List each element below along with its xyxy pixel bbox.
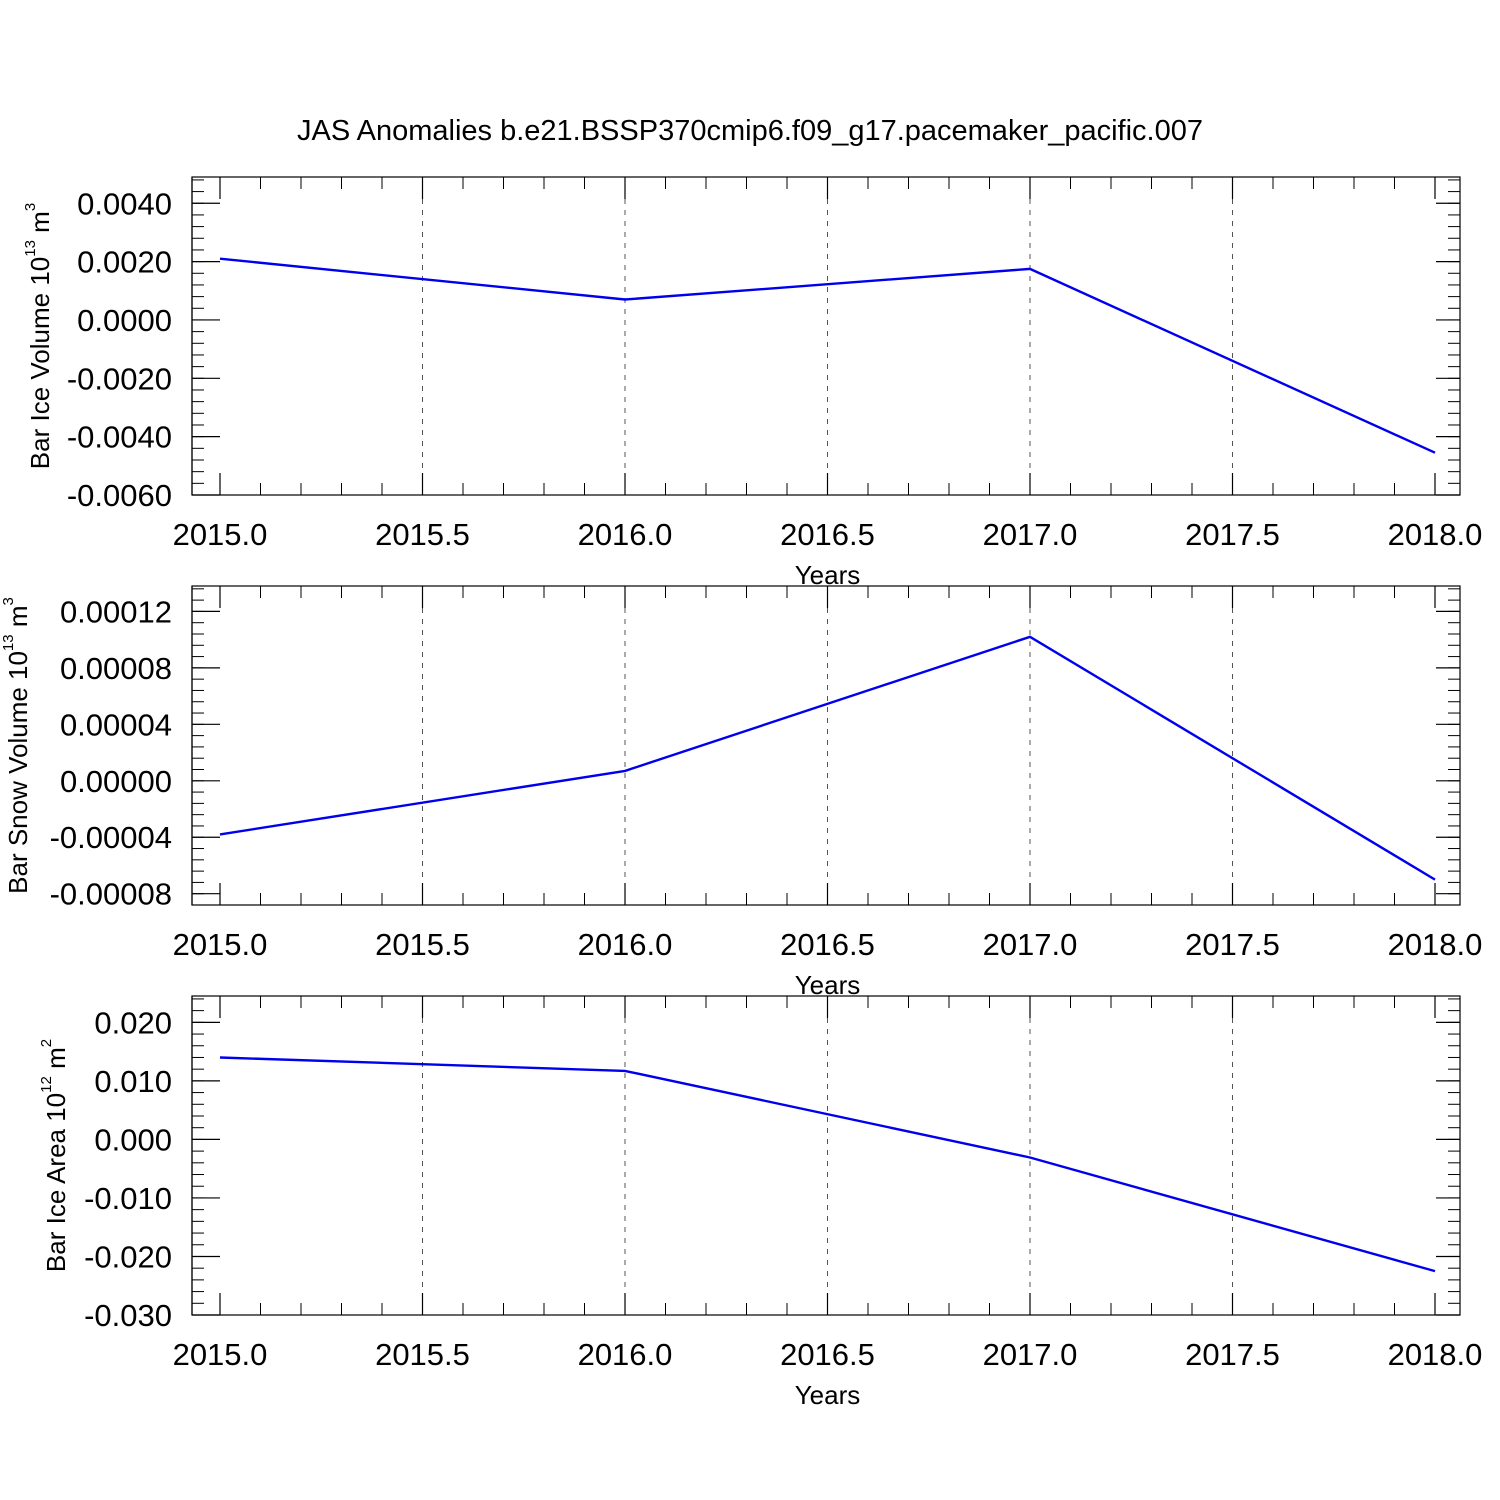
figure-title: JAS Anomalies b.e21.BSSP370cmip6.f09_g17… bbox=[297, 115, 1203, 147]
x-tick-label: 2016.0 bbox=[578, 517, 673, 552]
x-axis-label: Years bbox=[795, 970, 861, 1000]
x-tick-label: 2015.0 bbox=[173, 517, 268, 552]
x-tick-label: 2017.5 bbox=[1185, 517, 1280, 552]
y-tick-label: 0.0040 bbox=[77, 186, 172, 221]
x-tick-label: 2015.5 bbox=[375, 927, 470, 962]
y-axis-label: Bar Snow Volume 1013 m3 bbox=[0, 597, 33, 894]
series-line bbox=[219, 635, 1436, 881]
y-axis-label: Bar Ice Volume 1013 m3 bbox=[22, 203, 55, 469]
y-tick-label: -0.010 bbox=[84, 1181, 172, 1216]
x-tick-label: 2015.5 bbox=[375, 517, 470, 552]
x-tick-label: 2018.0 bbox=[1388, 1337, 1483, 1372]
y-tick-label: 0.00004 bbox=[60, 707, 172, 742]
x-tick-label: 2017.5 bbox=[1185, 1337, 1280, 1372]
x-axis-label: Years bbox=[795, 1380, 861, 1410]
x-tick-label: 2017.5 bbox=[1185, 927, 1280, 962]
x-tick-label: 2016.5 bbox=[780, 927, 875, 962]
x-tick-label: 2017.0 bbox=[983, 927, 1078, 962]
y-tick-label: 0.020 bbox=[94, 1005, 172, 1040]
y-tick-label: 0.00008 bbox=[60, 651, 172, 686]
y-axis-label: Bar Ice Area 1012 m2 bbox=[38, 1039, 71, 1272]
x-tick-label: 2015.0 bbox=[173, 927, 268, 962]
x-tick-label: 2016.5 bbox=[780, 1337, 875, 1372]
x-tick-label: 2016.0 bbox=[578, 927, 673, 962]
y-tick-label: -0.00004 bbox=[50, 820, 172, 855]
series-line bbox=[219, 1056, 1436, 1273]
x-tick-label: 2016.5 bbox=[780, 517, 875, 552]
plot-frame bbox=[191, 585, 1461, 906]
y-tick-label: 0.0020 bbox=[77, 245, 172, 280]
panel-ice-volume: 2015.0 2015.5 2016.0 2016.5 2017.0 2017.5 2018… bbox=[22, 176, 1483, 590]
y-tick-label: -0.00008 bbox=[50, 877, 172, 912]
x-tick-label: 2015.5 bbox=[375, 1337, 470, 1372]
x-tick-label: 2016.0 bbox=[578, 1337, 673, 1372]
y-tick-label: 0.00012 bbox=[60, 594, 172, 629]
y-tick-label: -0.0020 bbox=[67, 361, 172, 396]
panel-snow-volume: 2015.0 2015.5 2016.0 2016.5 2017.0 2017.5 2018… bbox=[0, 585, 1483, 1000]
y-tick-label: -0.0040 bbox=[67, 420, 172, 455]
plot-frame bbox=[191, 995, 1461, 1316]
y-tick-label: 0.0000 bbox=[77, 303, 172, 338]
y-tick-label: 0.000 bbox=[94, 1122, 172, 1157]
y-tick-label: 0.00000 bbox=[60, 764, 172, 799]
y-tick-label: -0.0060 bbox=[67, 478, 172, 513]
x-tick-label: 2017.0 bbox=[983, 517, 1078, 552]
y-tick-label: 0.010 bbox=[94, 1064, 172, 1099]
plot-frame bbox=[191, 176, 1461, 496]
x-axis-label: Years bbox=[795, 560, 861, 590]
y-tick-label: -0.020 bbox=[84, 1239, 172, 1274]
x-tick-label: 2018.0 bbox=[1388, 517, 1483, 552]
x-tick-label: 2015.0 bbox=[173, 1337, 268, 1372]
x-tick-label: 2018.0 bbox=[1388, 927, 1483, 962]
series-line bbox=[219, 257, 1436, 454]
x-tick-label: 2017.0 bbox=[983, 1337, 1078, 1372]
panel-ice-area: 2015.0 2015.5 2016.0 2016.5 2017.0 2017.5 2018… bbox=[38, 995, 1483, 1410]
y-tick-label: -0.030 bbox=[84, 1298, 172, 1333]
